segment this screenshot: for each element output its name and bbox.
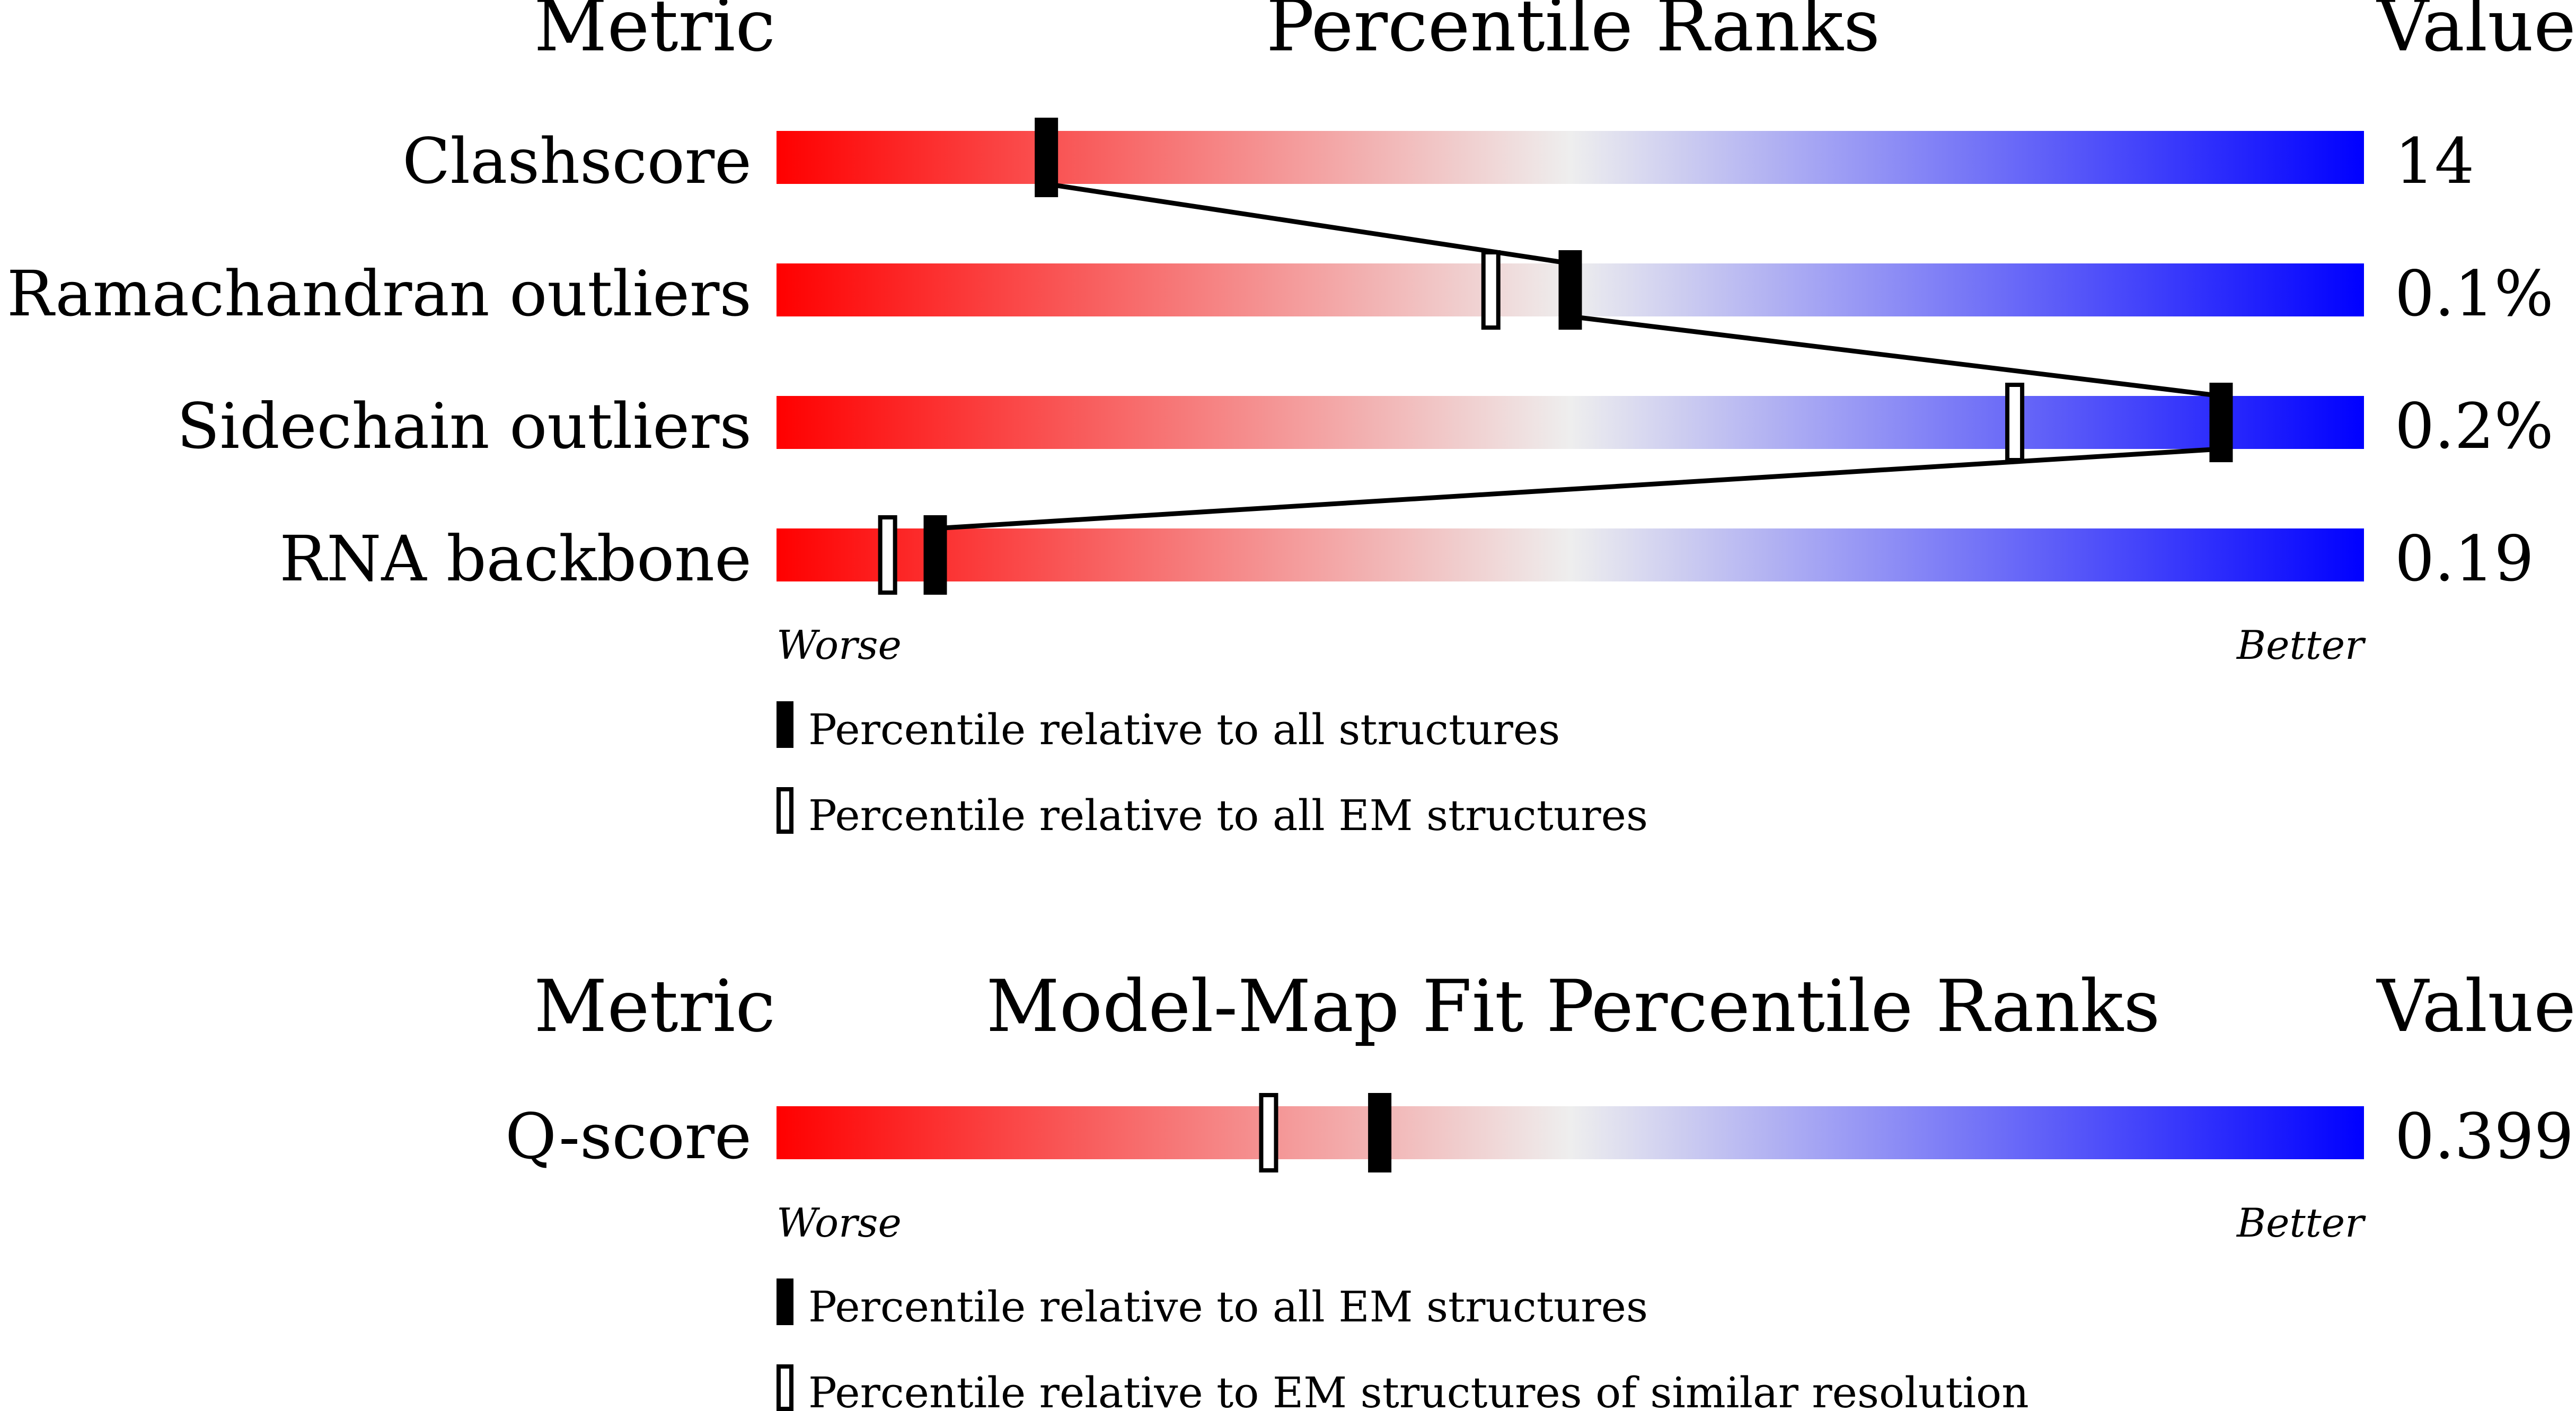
panel-title: Percentile Ranks	[1266, 0, 1880, 67]
metric-label: RNA backbone	[279, 522, 752, 595]
metric-label: Q-score	[505, 1100, 752, 1173]
metric-value: 0.19	[2395, 522, 2534, 595]
metric-label: Sidechain outliers	[177, 390, 752, 463]
metric-value: 0.2%	[2395, 390, 2554, 463]
panel-title: Model-Map Fit Percentile Ranks	[986, 965, 2160, 1048]
legend-label: Percentile relative to EM structures of …	[808, 1368, 2029, 1411]
legend-open-marker	[777, 787, 793, 834]
metric-value: 0.399	[2395, 1100, 2574, 1173]
percentile-connector	[935, 181, 2221, 531]
em-percentile-marker	[1481, 250, 1501, 330]
all-percentile-marker	[1368, 1093, 1392, 1172]
em-percentile-marker	[1259, 1093, 1278, 1172]
chart-row: Clashscore 14	[402, 125, 2474, 198]
percentile-bar	[777, 528, 2364, 581]
legend-label: Percentile relative to all EM structures	[808, 1282, 1648, 1331]
legend-filled-marker	[777, 701, 793, 748]
axis-worse-label: Worse	[777, 1200, 902, 1246]
legend: Percentile relative to all EM structures…	[777, 1278, 2029, 1411]
chart-row: Ramachandran outliers 0.1%	[7, 257, 2554, 330]
legend-open-marker	[777, 1364, 793, 1411]
metric-label: Clashscore	[402, 125, 752, 198]
percentile-bar	[777, 396, 2364, 449]
metric-header: Metric	[534, 965, 775, 1048]
all-percentile-marker	[923, 515, 947, 595]
percentile-markers	[878, 118, 2233, 595]
metric-value: 14	[2395, 125, 2474, 198]
axis-worse-label: Worse	[777, 622, 902, 668]
chart-row: Q-score 0.399	[505, 1100, 2574, 1173]
all-percentile-marker	[1558, 250, 1582, 330]
chart-row: RNA backbone 0.19	[279, 522, 2534, 595]
metric-value: 0.1%	[2395, 257, 2554, 330]
connector-line	[1569, 314, 2221, 399]
value-header: Value	[2376, 0, 2576, 67]
legend-label: Percentile relative to all structures	[808, 705, 1560, 754]
percentile-markers	[1259, 1093, 1392, 1172]
metric-label: Ramachandran outliers	[7, 257, 752, 330]
chart-row: Sidechain outliers 0.2%	[177, 390, 2554, 463]
percentile-bar	[777, 131, 2364, 184]
legend-label: Percentile relative to all EM structures	[808, 791, 1648, 840]
value-header: Value	[2376, 965, 2576, 1048]
axis-better-label: Better	[2236, 1200, 2366, 1246]
metric-header: Metric	[534, 0, 775, 67]
em-percentile-marker	[878, 515, 897, 595]
em-percentile-marker	[2005, 383, 2025, 462]
percentile-bar	[777, 1106, 2364, 1159]
axis-better-label: Better	[2236, 622, 2366, 668]
connector-line	[935, 446, 2221, 531]
all-percentile-marker	[2209, 383, 2233, 462]
legend: Percentile relative to all structures Pe…	[777, 701, 1648, 840]
legend-filled-marker	[777, 1278, 793, 1325]
all-percentile-marker	[1035, 118, 1058, 197]
